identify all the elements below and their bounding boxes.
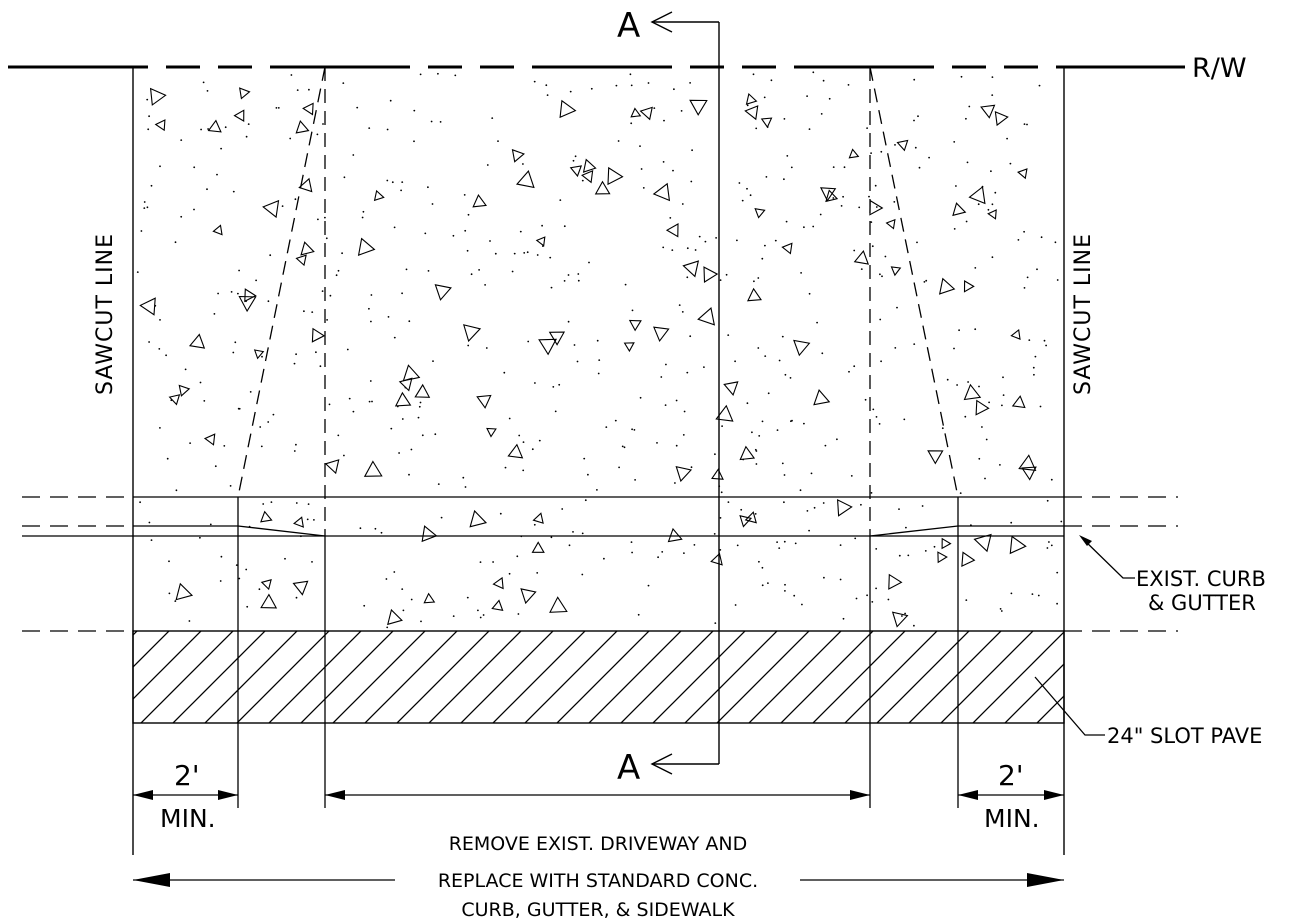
sawcut-line-label-left: SAWCUT LINE	[93, 233, 118, 395]
remove-note-line2: REPLACE WITH STANDARD CONC.	[438, 870, 758, 892]
dimension-overall	[133, 873, 1064, 887]
exist-curb-label-line1: EXIST. CURB	[1136, 567, 1266, 591]
dimension-left-2ft	[133, 790, 238, 800]
driveway-flare-outline	[237, 66, 959, 536]
section-label-top: A	[617, 6, 640, 46]
dimension-right-2ft	[958, 790, 1064, 800]
remove-note-line3: CURB, GUTTER, & SIDEWALK	[461, 899, 735, 919]
sawcut-line-label-right: SAWCUT LINE	[1071, 233, 1096, 395]
exist-curb-label-line2: & GUTTER	[1148, 591, 1256, 615]
concrete-stipple-texture	[136, 71, 1063, 629]
dim-left-note: MIN.	[160, 804, 216, 833]
dim-left-value: 2'	[174, 759, 200, 792]
slot-pave-leader	[1034, 676, 1105, 736]
exist-curb-leader	[1079, 535, 1135, 579]
slot-pave-hatch	[132, 630, 1065, 724]
section-label-bottom: A	[617, 748, 640, 788]
remove-note-line1: REMOVE EXIST. DRIVEWAY AND	[449, 833, 748, 855]
slot-pave-label: 24" SLOT PAVE	[1107, 724, 1262, 748]
rw-label: R/W	[1192, 53, 1247, 84]
dim-right-value: 2'	[998, 759, 1024, 792]
dimension-driveway-width	[325, 790, 870, 800]
existing-curb-and-gutter	[22, 496, 1178, 632]
section-arrow-top	[650, 11, 719, 33]
dim-right-note: MIN.	[984, 804, 1040, 833]
section-arrow-bottom	[650, 753, 719, 775]
